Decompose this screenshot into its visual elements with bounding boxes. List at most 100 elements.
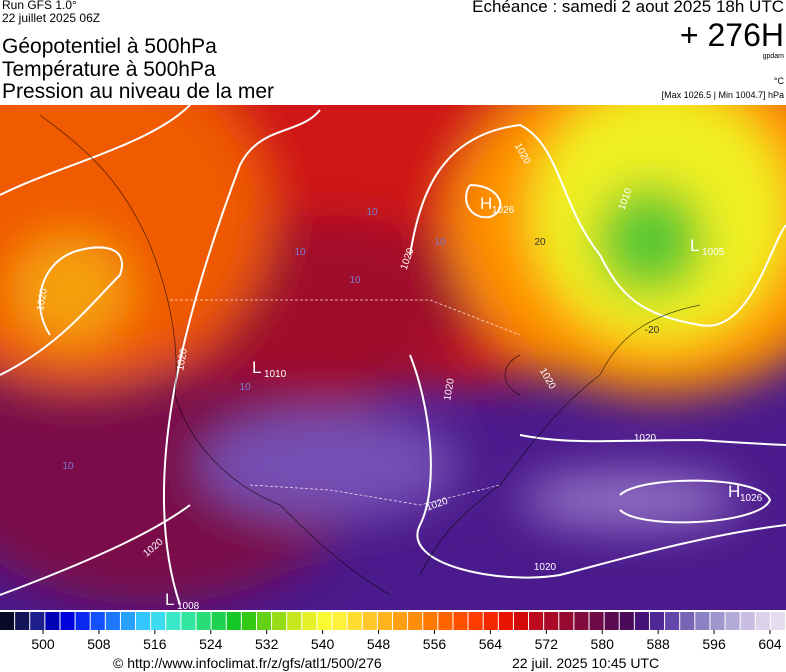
colorbar-label: 548 [367, 636, 391, 652]
colorbar-swatch [317, 612, 332, 630]
colorbar-swatch [755, 612, 770, 630]
lead-time: + 276H [679, 17, 784, 53]
center-letter: L [690, 236, 699, 255]
colorbar-swatch [649, 612, 665, 630]
colorbar-swatch [574, 612, 589, 630]
center-value: 1026 [740, 493, 763, 504]
colorbar-swatch [15, 612, 30, 630]
title: Géopotentiel à 500hPa [2, 35, 217, 58]
colorbar-swatch [332, 612, 347, 630]
colorbar-swatch [60, 612, 75, 630]
colorbar-swatch [136, 612, 151, 630]
colorbar-swatch [393, 612, 408, 630]
colorbar-swatch [559, 612, 574, 630]
source-url: © http://www.infoclimat.fr/z/gfs/atl1/50… [113, 655, 382, 671]
colorbar-swatch [45, 612, 60, 630]
center-letter: L [165, 590, 174, 609]
colorbar-swatch [166, 612, 181, 630]
isobar-label: 1020 [175, 347, 190, 371]
colorbar-swatch [740, 612, 755, 630]
colorbar-swatch [513, 612, 529, 630]
colorbar-swatch [408, 612, 423, 630]
colorbar-swatch [544, 612, 559, 630]
colorbar-swatch [710, 612, 725, 630]
colorbar-swatch [120, 612, 136, 630]
colorbar-label: 532 [255, 636, 279, 652]
colorbar-swatch [362, 612, 377, 630]
isobar-label: 1020 [442, 377, 457, 401]
center-value: 1010 [264, 369, 287, 380]
isobar-label: 1020 [634, 433, 657, 444]
colorbar-swatch [196, 612, 211, 630]
isobar-label: 1020 [35, 287, 50, 311]
colorbar-swatch [604, 612, 619, 630]
isotherm-label: 10 [366, 207, 378, 218]
colorbar-label: 604 [758, 636, 782, 652]
title: Température à 500hPa [2, 58, 216, 81]
colorbar-label: 580 [591, 636, 615, 652]
colorbar-swatch [256, 612, 272, 630]
colorbar-label: 540 [311, 636, 335, 652]
colorbar-swatch [302, 612, 317, 630]
colorbar-swatch [423, 612, 438, 630]
colorbar-swatch [438, 612, 453, 630]
colorbar-swatch [770, 612, 785, 630]
center-value: 1005 [702, 247, 725, 258]
colorbar-label: 564 [479, 636, 503, 652]
colorbar-swatch [105, 612, 120, 630]
colorbar-swatch [151, 612, 166, 630]
colorbar-swatch [90, 612, 105, 630]
colorbar-swatch [272, 612, 287, 630]
center-value: 1026 [492, 205, 515, 216]
colorbar-swatch [680, 612, 695, 630]
colorbar-swatch [725, 612, 740, 630]
isobar-label: 1020 [534, 562, 557, 573]
colorbar-label: 572 [535, 636, 559, 652]
colorbar-label: 588 [646, 636, 670, 652]
isotherm-label: 10 [434, 237, 446, 248]
isotherm-label: 10 [62, 461, 74, 472]
colorbar-swatch [241, 612, 256, 630]
colorbar-swatch [665, 612, 680, 630]
isotherm-label: 10 [239, 382, 251, 393]
echeance: Echéance : samedi 2 aout 2025 18h UTC [472, 0, 784, 16]
colorbar-label: 556 [423, 636, 447, 652]
colorbar-label: 516 [143, 636, 167, 652]
temp-unit: °C [773, 76, 784, 86]
colorbar-swatch [695, 612, 710, 630]
colorbar-swatch [483, 612, 498, 630]
isotherm-label: 10 [349, 275, 361, 286]
colorbar-swatch [529, 612, 544, 630]
isotherm-label: 10 [294, 247, 306, 258]
pressure-range: [Max 1026.5 | Min 1004.7] hPa [661, 90, 784, 100]
colorbar-swatch [75, 612, 90, 630]
run-date: 22 juillet 2025 06Z [2, 11, 101, 25]
colorbar-swatch [619, 612, 634, 630]
colorbar-label: 500 [31, 636, 55, 652]
colorbar-swatch [468, 612, 483, 630]
colorbar-swatch [453, 612, 468, 630]
colorbar-swatch [287, 612, 302, 630]
isotherm-label: 20 [534, 237, 546, 248]
colorbar: 500 508 516 524 532 540 548 556 564 572 580 588 596 6… [0, 612, 785, 652]
colorbar-label: 596 [702, 636, 726, 652]
colorbar-swatch [226, 612, 241, 630]
run: Run GFS 1.0° [2, 0, 77, 12]
colorbar-swatch [0, 612, 15, 630]
colorbar-swatch [589, 612, 604, 630]
unit: gpdam [762, 53, 784, 60]
center-value: 1008 [177, 601, 200, 610]
colorbar-swatch [498, 612, 513, 630]
colorbar-label: 524 [199, 636, 223, 652]
colorbar-swatch [377, 612, 392, 630]
colorbar-swatch [211, 612, 226, 630]
title: Pression au niveau de la mer [2, 80, 274, 103]
center-letter: L [252, 358, 261, 377]
isotherm-label: -20 [645, 325, 660, 336]
colorbar-swatch [347, 612, 362, 630]
center-letter: H [728, 482, 740, 501]
colorbar-swatch [181, 612, 196, 630]
timestamp: 22 juil. 2025 10:45 UTC [512, 655, 660, 671]
